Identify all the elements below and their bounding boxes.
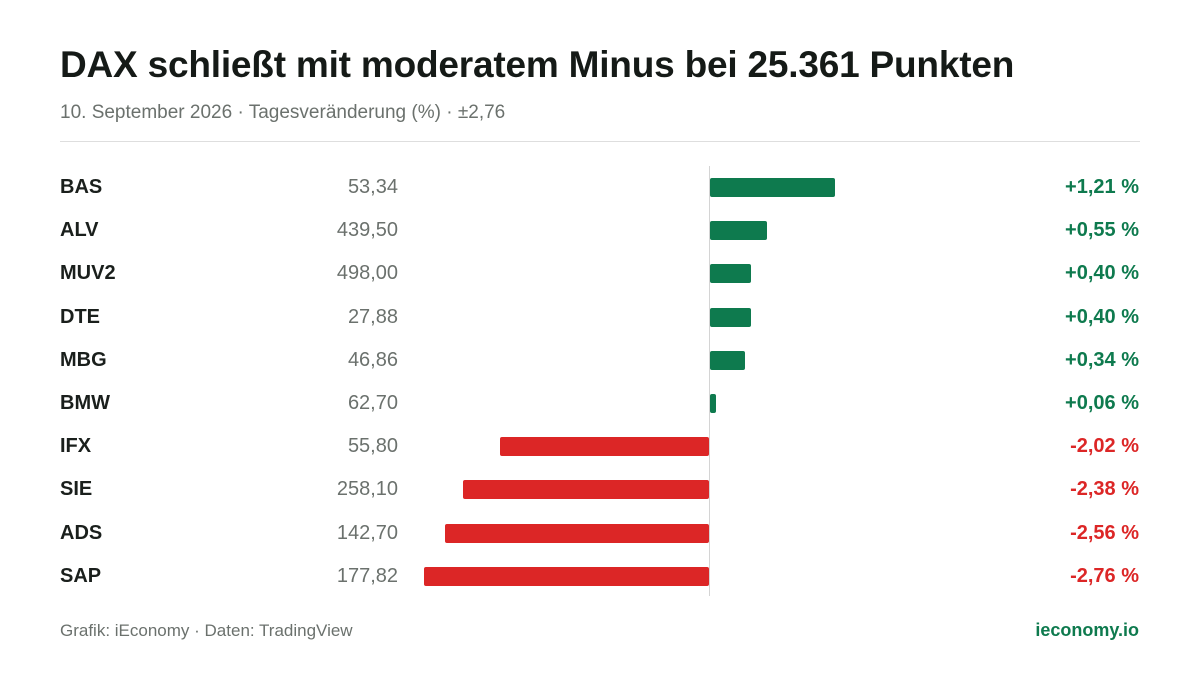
bar-ads	[444, 523, 709, 543]
table-row: ADS 142,70 -2,56 %	[0, 512, 1200, 555]
ticker-label: BAS	[60, 176, 103, 198]
table-row: BAS 53,34 +1,21 %	[0, 166, 1200, 209]
change-label: -2,02 %	[1070, 435, 1139, 458]
source-credit: Grafik: iEconomy · Daten: TradingView	[60, 621, 353, 640]
change-label: +0,40 %	[1065, 262, 1139, 285]
chart-subtitle: 10. September 2026 · Tagesveränderung (%…	[60, 102, 506, 123]
price-label: 439,50	[336, 219, 398, 242]
header-divider	[60, 141, 1140, 142]
price-label: 55,80	[347, 435, 398, 458]
ticker-label: SIE	[60, 478, 93, 501]
bar-mbg	[710, 350, 746, 370]
ticker-label: MUV2	[60, 262, 116, 285]
table-row: MBG 46,86 +0,34 %	[0, 339, 1200, 382]
bar-ifx	[500, 437, 709, 457]
ticker-label: DTE	[60, 305, 100, 328]
bar-bas	[710, 178, 835, 197]
price-label: 46,86	[347, 348, 398, 371]
ticker-label: ALV	[60, 219, 99, 242]
table-row: MUV2 498,00 +0,40 %	[0, 252, 1200, 295]
table-row: ALV 439,50 +0,55 %	[0, 209, 1200, 252]
price-label: 142,70	[336, 521, 398, 544]
bar-muv2	[710, 264, 752, 284]
price-label: 177,82	[336, 564, 398, 587]
table-row: SAP 177,82 -2,76 %	[0, 555, 1200, 598]
change-label: +0,06 %	[1065, 392, 1139, 414]
change-label: -2,76 %	[1070, 564, 1139, 587]
price-label: 53,34	[347, 176, 398, 198]
table-row: SIE 258,10 -2,38 %	[0, 468, 1200, 511]
change-label: +0,40 %	[1065, 305, 1139, 328]
ticker-label: MBG	[60, 348, 107, 371]
table-row: IFX 55,80 -2,02 %	[0, 425, 1200, 468]
change-label: -2,38 %	[1070, 478, 1139, 501]
table-row: BMW 62,70 +0,06 %	[0, 382, 1200, 425]
ticker-label: SAP	[60, 564, 102, 587]
ticker-label: IFX	[60, 435, 92, 458]
price-label: 498,00	[336, 262, 398, 285]
change-label: -2,56 %	[1070, 521, 1139, 544]
brand-link[interactable]: ieconomy.io	[1035, 620, 1139, 640]
change-label: +0,55 %	[1065, 219, 1139, 242]
chart-title: DAX schließt mit moderatem Minus bei 25.…	[60, 44, 1015, 85]
bar-alv	[710, 221, 767, 241]
table-row: DTE 27,88 +0,40 %	[0, 296, 1200, 339]
price-label: 62,70	[347, 392, 398, 414]
price-label: 258,10	[336, 478, 398, 501]
zero-axis-line	[709, 166, 710, 596]
bar-dte	[710, 307, 752, 327]
ticker-label: ADS	[60, 521, 103, 544]
bar-sap	[424, 566, 709, 586]
price-label: 27,88	[347, 305, 398, 328]
change-label: +0,34 %	[1065, 348, 1139, 371]
bar-sie	[463, 480, 709, 500]
change-label: +1,21 %	[1065, 176, 1139, 198]
ticker-label: BMW	[60, 392, 110, 414]
bar-bmw	[710, 394, 717, 413]
